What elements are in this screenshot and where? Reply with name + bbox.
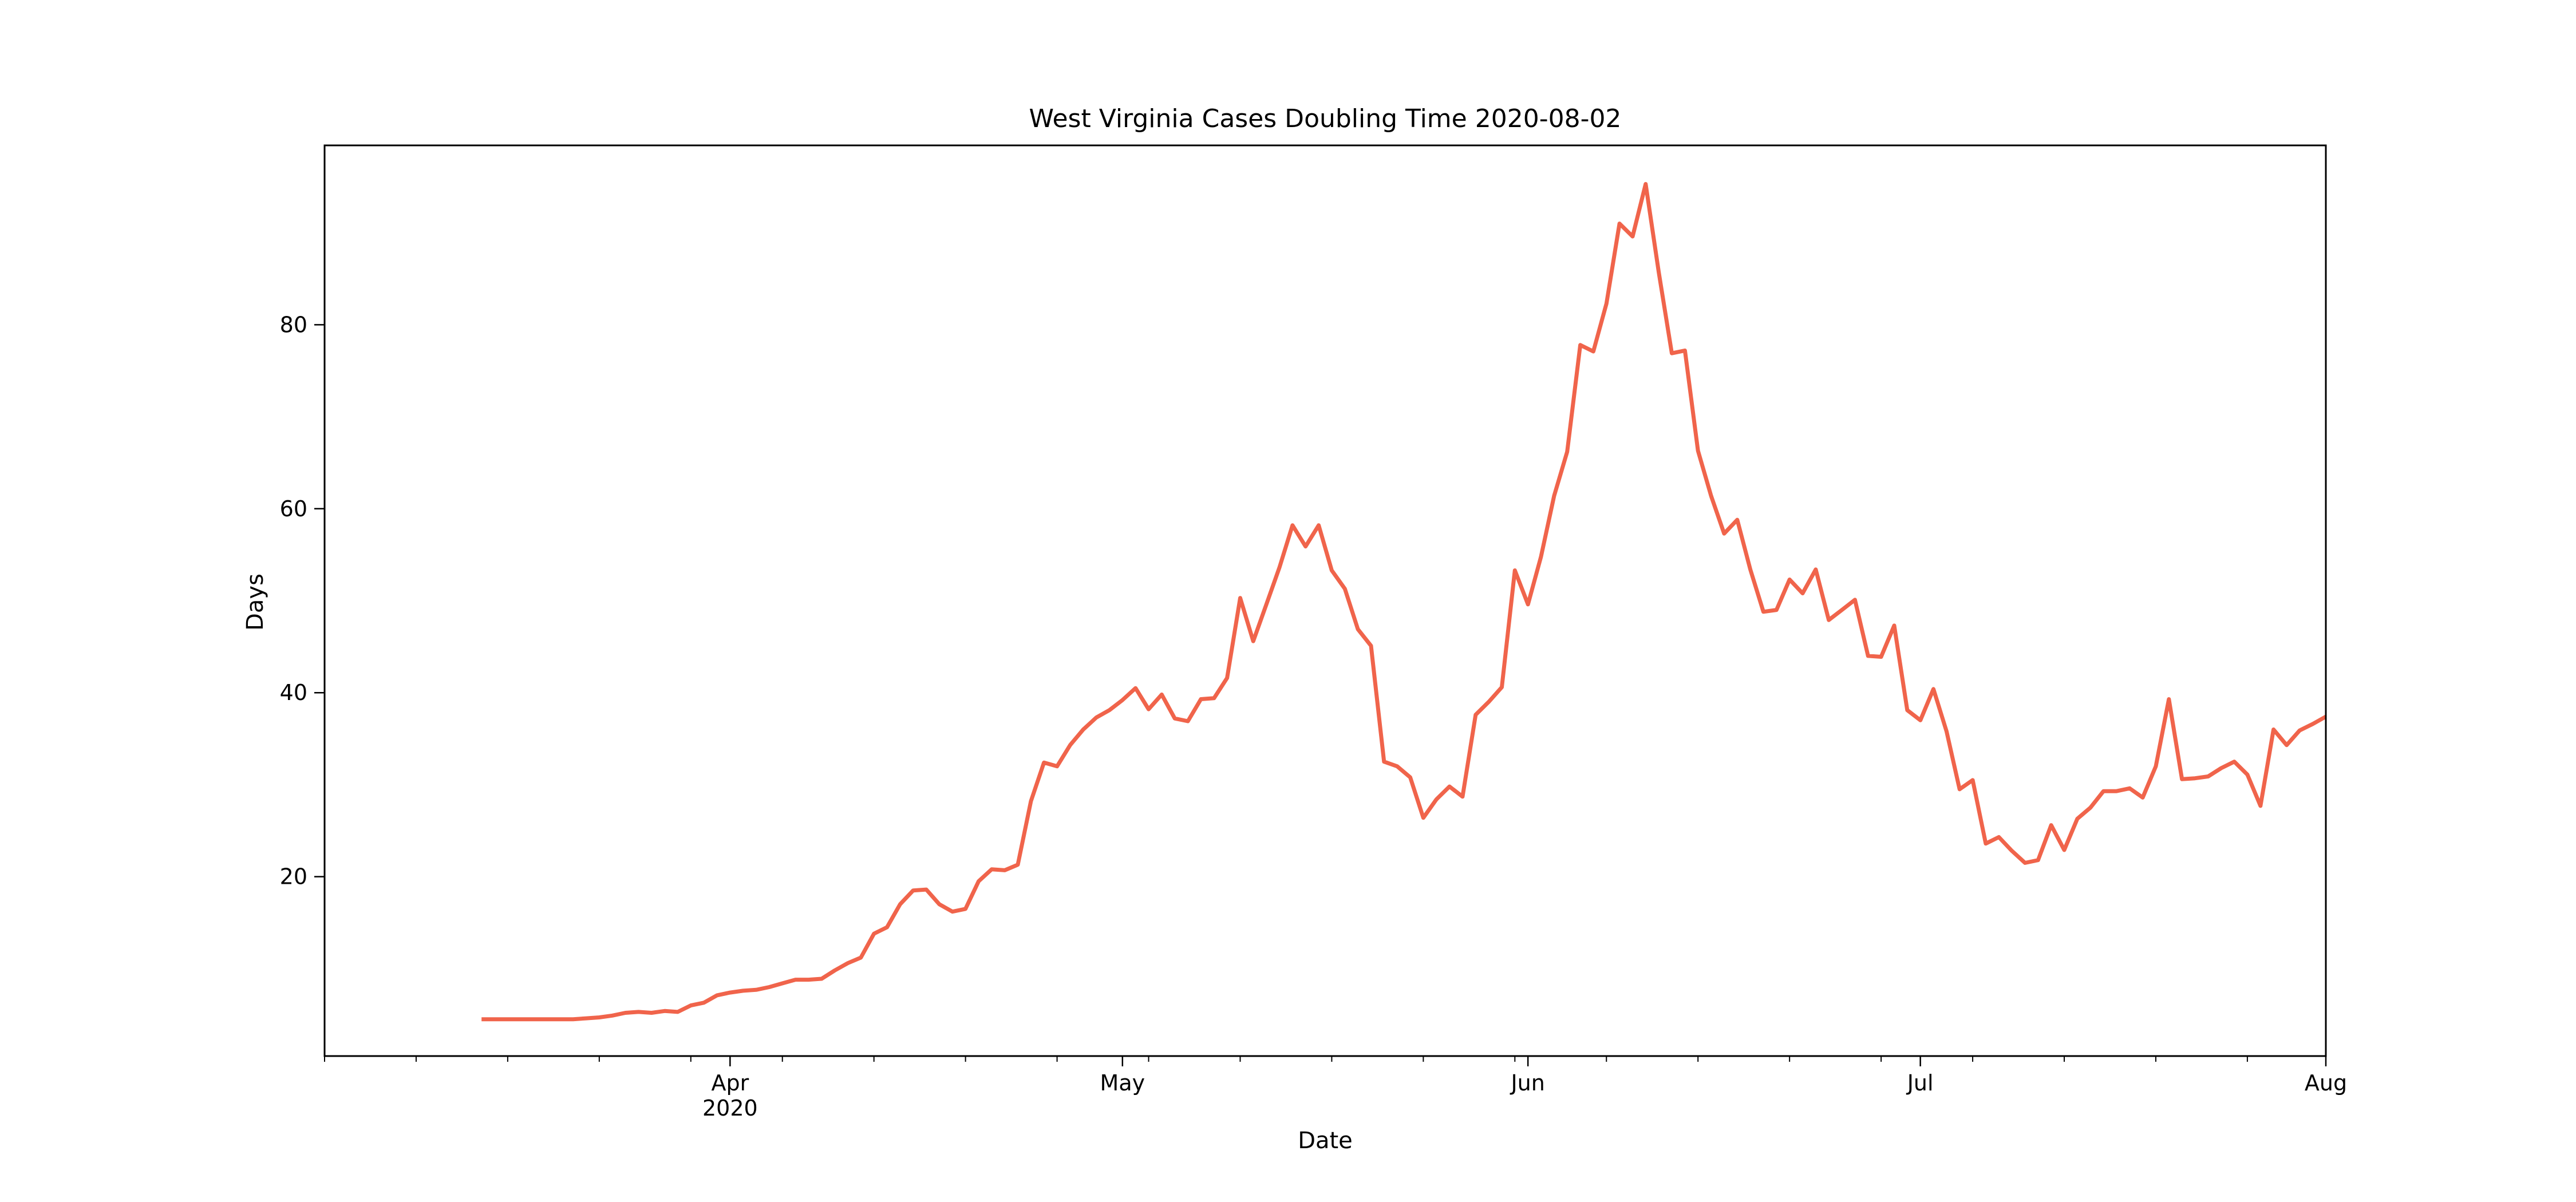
y-tick-label: 60 (280, 496, 307, 521)
x-tick-label: Jul (1906, 1070, 1934, 1096)
plot-area (481, 182, 2327, 1022)
y-tick-label: 40 (280, 680, 307, 705)
chart-title: West Virginia Cases Doubling Time 2020-0… (1029, 104, 1622, 133)
x-tick-label: Apr (711, 1070, 749, 1096)
y-axis: 20 40 60 80 (280, 312, 325, 889)
x-tick-label: Jun (1510, 1070, 1544, 1096)
series-line-0 (481, 182, 2327, 1022)
y-tick-label: 20 (280, 864, 307, 889)
y-tick-label: 80 (280, 312, 307, 337)
plot-frame (323, 144, 2327, 1057)
x-tick-label: May (1100, 1070, 1145, 1096)
x-tick-label: Aug (2305, 1070, 2347, 1096)
x-tick-sublabel: 2020 (702, 1096, 758, 1121)
x-axis-label: Date (1298, 1128, 1353, 1154)
y-axis-label: Days (242, 574, 268, 631)
